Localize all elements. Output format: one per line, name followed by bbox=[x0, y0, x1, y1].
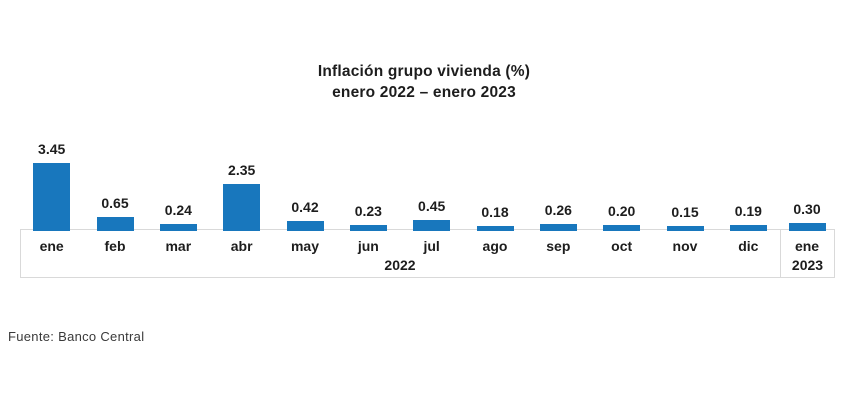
x-tick-label: ene bbox=[794, 238, 820, 254]
x-tick-label: ago bbox=[482, 238, 508, 254]
bar-jun-2022 bbox=[349, 225, 387, 231]
bar-jul-2022 bbox=[413, 220, 451, 231]
bar-abr-2022 bbox=[223, 184, 261, 231]
bar-ago-2022 bbox=[476, 226, 514, 231]
value-label: 3.45 bbox=[38, 141, 66, 157]
bar-mar-2022 bbox=[159, 224, 197, 231]
x-tick-label: jul bbox=[423, 238, 440, 254]
bar-ene-2023 bbox=[788, 223, 826, 231]
x-tick-label: may bbox=[290, 238, 320, 254]
x-tick-label: sep bbox=[546, 238, 571, 254]
value-label: 0.45 bbox=[418, 198, 446, 214]
value-label: 2.35 bbox=[228, 162, 256, 178]
bar-feb-2022 bbox=[96, 217, 134, 231]
year-label-2023: 2023 bbox=[791, 257, 824, 273]
source-note: Fuente: Banco Central bbox=[8, 329, 145, 344]
value-label: 0.19 bbox=[734, 203, 762, 219]
x-tick-label: jun bbox=[357, 238, 379, 254]
value-label: 0.26 bbox=[544, 202, 572, 218]
bar-sep-2022 bbox=[539, 224, 577, 231]
year-label-2022: 2022 bbox=[384, 257, 416, 273]
bar-may-2022 bbox=[286, 221, 324, 231]
value-label: 0.20 bbox=[608, 203, 636, 219]
chart-title: Inflación grupo vivienda (%) enero 2022 … bbox=[0, 61, 848, 103]
x-tick-label: mar bbox=[165, 238, 192, 254]
value-label: 0.15 bbox=[671, 204, 699, 220]
bar-oct-2022 bbox=[603, 225, 641, 231]
chart-title-line1: Inflación grupo vivienda (%) bbox=[317, 63, 531, 80]
value-label: 0.30 bbox=[793, 201, 821, 217]
x-tick-label: nov bbox=[672, 238, 698, 254]
value-label: 0.18 bbox=[481, 204, 509, 220]
x-tick-label: oct bbox=[611, 238, 633, 254]
x-tick-label: abr bbox=[230, 238, 253, 254]
value-label: 0.23 bbox=[354, 203, 382, 219]
chart-subtitle: enero 2022 – enero 2023 bbox=[332, 84, 516, 101]
x-tick-label: ene bbox=[39, 238, 64, 254]
year-divider-line bbox=[780, 229, 781, 278]
value-label: 0.42 bbox=[291, 199, 319, 215]
value-label: 0.65 bbox=[101, 195, 129, 211]
x-tick-label: dic bbox=[738, 238, 759, 254]
bar-ene-2022 bbox=[33, 163, 71, 231]
bar-nov-2022 bbox=[666, 226, 704, 231]
x-axis-band bbox=[20, 229, 835, 278]
value-label: 0.24 bbox=[164, 202, 192, 218]
bar-dic-2022 bbox=[729, 225, 767, 231]
x-tick-label: feb bbox=[104, 238, 126, 254]
